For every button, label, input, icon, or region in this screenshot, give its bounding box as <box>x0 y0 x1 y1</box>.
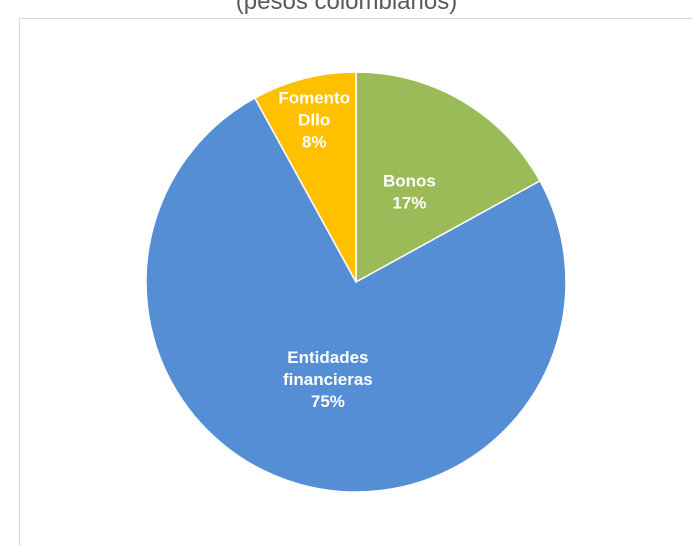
pie-slice-name-label: Bonos <box>383 172 436 191</box>
pie-slices <box>145 71 567 493</box>
pie-slice-value-label: 8% <box>302 132 327 151</box>
pie-slice-label-0: Bonos 17% <box>383 172 436 213</box>
pie-slice-2 <box>253 71 357 283</box>
pie-slice-0 <box>355 71 542 284</box>
chart-title-area: (pesos colombianos) <box>0 0 693 18</box>
pie-labels: Bonos 17% Entidades financieras 75% Fomento Dl… <box>278 88 436 411</box>
pie-slice-value-label: 75% <box>311 392 345 411</box>
pie-slice-name-label: financieras <box>283 370 373 389</box>
pie-slice-label-2: Fomento Dllo 8% <box>278 88 350 151</box>
chart-frame <box>19 18 692 546</box>
pie-slice-name-label: Entidades <box>287 348 368 367</box>
pie-slice-name-label: Fomento <box>278 88 350 107</box>
chart-title: (pesos colombianos) <box>235 0 458 15</box>
pie-slice-name-label: Dllo <box>298 110 330 129</box>
pie-slice-1 <box>145 96 567 493</box>
pie-slice-value-label: 17% <box>392 194 426 213</box>
pie-slice-label-1: Entidades financieras 75% <box>283 348 373 411</box>
